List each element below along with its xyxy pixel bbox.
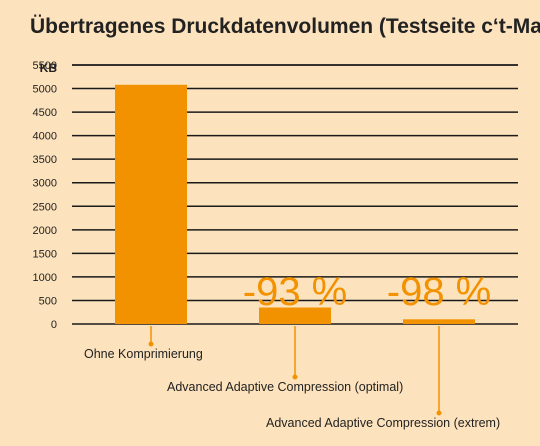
y-tick-label: 4500 <box>33 107 57 119</box>
percent-annotations: -93 % -98 % <box>243 270 492 314</box>
category-leader-dot <box>292 374 298 380</box>
category-leaders: Ohne Komprimierung Advanced Adaptive Comp… <box>84 326 500 430</box>
y-tick-label: 3000 <box>33 178 57 190</box>
category-leader-dot <box>436 410 442 416</box>
y-tick-label: 0 <box>51 319 57 331</box>
chart-title: Übertragenes Druckdatenvolumen (Testseit… <box>30 15 540 38</box>
y-tick-label: 3500 <box>33 154 57 166</box>
y-tick-label: 4000 <box>33 131 57 143</box>
y-tick-label: 1000 <box>33 272 57 284</box>
percent-reduction-label: -98 % <box>387 270 492 314</box>
y-tick-label: 2000 <box>33 225 57 237</box>
y-tick-label: 1500 <box>33 248 57 260</box>
percent-reduction-label: -93 % <box>243 270 348 314</box>
y-tick-label: 5000 <box>33 84 57 96</box>
category-label: Advanced Adaptive Compression (optimal) <box>167 380 403 394</box>
bar <box>259 307 331 324</box>
y-tick-label: 5500 <box>33 60 57 72</box>
bars <box>115 84 475 324</box>
y-axis-unit-label: KB <box>40 61 58 75</box>
y-tick-label: 500 <box>39 295 57 307</box>
category-leader-dot <box>148 341 154 347</box>
bar <box>115 84 187 324</box>
category-label: Advanced Adaptive Compression (extrem) <box>266 416 500 430</box>
y-tick-label: 2500 <box>33 201 57 213</box>
category-label: Ohne Komprimierung <box>84 347 203 361</box>
bar <box>403 319 475 324</box>
